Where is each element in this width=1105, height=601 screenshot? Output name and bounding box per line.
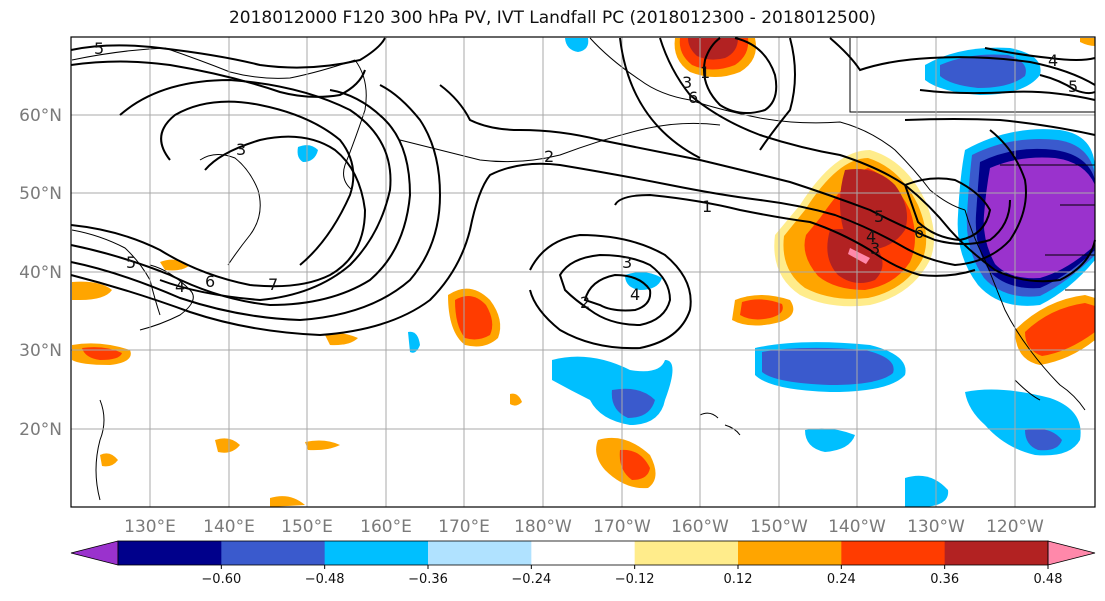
colorbar-tick-label: −0.12 — [615, 572, 655, 587]
pv-contour-16 — [760, 38, 795, 150]
graticule — [71, 37, 1095, 507]
colorbar-left-arrow — [71, 541, 118, 565]
pv-label: 4 — [630, 285, 640, 304]
lon-label-170w: 170°W — [593, 517, 651, 537]
colorbar-tick-label: 0.12 — [724, 572, 753, 587]
pv-label: 1 — [700, 63, 710, 82]
pv-contour-10 — [560, 255, 670, 325]
pv-contour-11 — [585, 275, 650, 310]
negative-anomaly-small-2 — [298, 145, 318, 162]
pv-label: 5 — [874, 207, 884, 226]
negative-anomaly-subtropic-4 — [805, 428, 855, 452]
negative-anomaly-subtropic-5 — [905, 476, 948, 507]
pv-label: 5 — [1068, 77, 1078, 96]
pv-label: 2 — [544, 147, 554, 166]
lat-label-60n: 60°N — [19, 106, 62, 126]
colorbar-right-arrow — [1048, 541, 1095, 565]
lon-label-160e: 160°E — [360, 517, 412, 537]
pv-label: 4 — [175, 277, 185, 296]
coastline-layer — [72, 38, 1095, 500]
positive-anomaly-baja-red — [1025, 303, 1095, 356]
lon-label-130e: 130°E — [124, 517, 176, 537]
pv-label: 3 — [236, 140, 246, 159]
lon-label-140e: 140°E — [203, 517, 255, 537]
pv-label: 6 — [205, 272, 215, 291]
lat-label-40n: 40°N — [19, 263, 62, 283]
colorbar-cell — [945, 541, 1049, 565]
colorbar-tick-label: −0.24 — [511, 572, 551, 587]
lon-label-150w: 150°W — [750, 517, 808, 537]
pv-label: 3 — [870, 239, 880, 258]
colorbar-tick-label: 0.48 — [1034, 572, 1063, 587]
negative-anomaly-subtropic-2b — [762, 348, 894, 385]
lat-label-50n: 50°N — [19, 184, 62, 204]
lon-label-120w: 120°W — [986, 517, 1044, 537]
positive-anomaly-top-right — [1080, 38, 1095, 46]
lon-label-130w: 130°W — [907, 517, 965, 537]
pv-label: 1 — [702, 197, 712, 216]
pv-label: 2 — [580, 293, 590, 312]
lon-label-170e: 170°E — [438, 517, 490, 537]
negative-anomaly-subtropic-3 — [965, 390, 1081, 456]
pv-label: 4 — [1048, 51, 1058, 70]
positive-anomaly-small-f — [100, 453, 118, 466]
colorbar-cell — [428, 541, 532, 565]
lat-label-30n: 30°N — [19, 341, 62, 361]
lon-label-180w: 180°W — [514, 517, 572, 537]
positive-anomaly-small-e — [270, 496, 305, 507]
pv-label: 3 — [682, 73, 692, 92]
pv-label: 5 — [126, 253, 136, 272]
pv-contour-1 — [71, 38, 385, 68]
coastline-hawaii — [700, 413, 740, 435]
colorbar-cell — [118, 541, 222, 565]
pv-label: 3 — [622, 253, 632, 272]
colorbar-cell — [325, 541, 429, 565]
lon-label-140w: 140°W — [828, 517, 886, 537]
colorbar-tick-label: −0.60 — [201, 572, 241, 587]
pv-label: 7 — [268, 275, 278, 294]
lon-label-160w: 160°W — [671, 517, 729, 537]
coastline-kamchatka — [344, 60, 367, 190]
latitude-labels: 60°N 50°N 40°N 30°N 20°N — [19, 106, 62, 440]
colorbar-tick-label: −0.48 — [305, 572, 345, 587]
colorbar-cell — [531, 541, 635, 565]
pv-contour-12 — [530, 235, 691, 348]
negative-anomaly-small-3 — [565, 38, 588, 52]
colorbar: −0.60 −0.48 −0.36 −0.24 −0.12 0.12 0.24 0.36 0.4… — [71, 541, 1105, 587]
pv-contour-4 — [120, 80, 391, 300]
pv-label: 5 — [94, 39, 104, 58]
colorbar-cell — [221, 541, 325, 565]
pv-contour-3 — [161, 102, 353, 265]
coastline-aleutians — [400, 123, 720, 161]
colorbar-cell — [738, 541, 842, 565]
longitude-labels: 130°E 140°E 150°E 160°E 170°E 180°W 170°… — [124, 517, 1044, 537]
pv-label: 6 — [914, 223, 924, 242]
positive-anomaly-small-c — [215, 438, 240, 452]
colorbar-tick-label: −0.36 — [408, 572, 448, 587]
colorbar-tick-label: 0.36 — [930, 572, 959, 587]
colorbar-cell — [635, 541, 739, 565]
colorbar-cell — [841, 541, 945, 565]
lon-label-150e: 150°E — [281, 517, 333, 537]
positive-anomaly-small-g — [510, 394, 522, 406]
pv-contour-5 — [71, 137, 365, 287]
lat-label-20n: 20°N — [19, 420, 62, 440]
pv-contour-6 — [71, 90, 410, 305]
positive-anomaly-small-d — [305, 441, 340, 451]
colorbar-tick-label: 0.24 — [827, 572, 856, 587]
